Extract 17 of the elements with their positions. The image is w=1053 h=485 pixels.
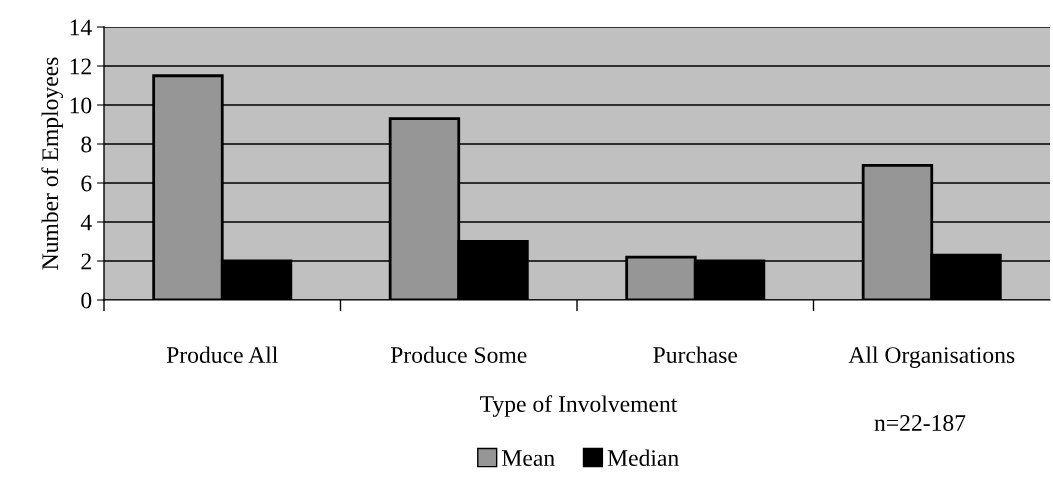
y-tick-label: 4	[80, 214, 92, 231]
y-axis-title: Number of Employees	[41, 57, 64, 270]
x-tick-label: Produce Some	[390, 346, 527, 364]
legend-label: Mean	[502, 450, 555, 467]
y-tick-label: 2	[81, 253, 91, 270]
y-tick-label: 8	[81, 136, 92, 153]
x-tick-label: Purchase	[653, 346, 738, 364]
legend-label: Median	[607, 449, 679, 467]
y-tick-label: 10	[70, 97, 92, 114]
y-tick-label: 0	[81, 292, 92, 309]
x-axis-title: Type of Involvement	[480, 395, 678, 417]
x-tick-label: Produce All	[166, 346, 278, 364]
y-tick-label: 14	[70, 19, 92, 36]
text: n=22-187	[874, 414, 966, 431]
y-tick-label: 6	[81, 175, 92, 192]
y-tick-label: 12	[70, 58, 91, 75]
x-tick-label: All Organisations	[848, 346, 1015, 368]
